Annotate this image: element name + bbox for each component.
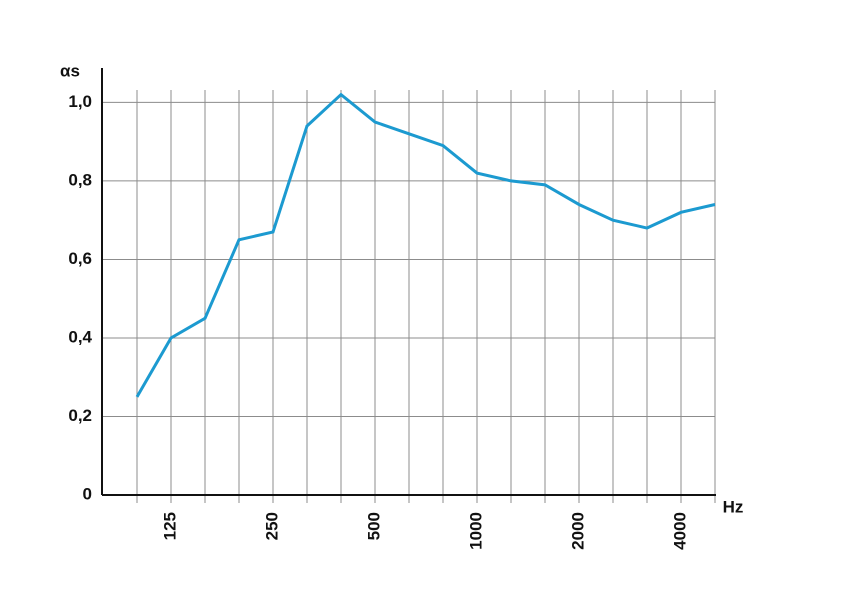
y-tick-label: 0 <box>83 484 92 503</box>
y-tick-label: 0,8 <box>68 170 92 189</box>
y-tick-label: 0,2 <box>68 406 92 425</box>
y-tick-label: 0,4 <box>68 327 92 346</box>
x-tick-label: 500 <box>364 512 383 540</box>
y-tick-label: 1,0 <box>68 92 92 111</box>
x-tick-label: 2000 <box>568 512 587 550</box>
x-tick-label: 125 <box>160 512 179 540</box>
x-axis-label: Hz <box>723 497 744 516</box>
y-tick-label: 0,6 <box>68 249 92 268</box>
x-tick-label: 1000 <box>466 512 485 550</box>
x-tick-label: 4000 <box>670 512 689 550</box>
data-line <box>135 92 716 398</box>
x-tick-label: 250 <box>262 512 281 540</box>
y-axis-label: αs <box>60 61 80 80</box>
